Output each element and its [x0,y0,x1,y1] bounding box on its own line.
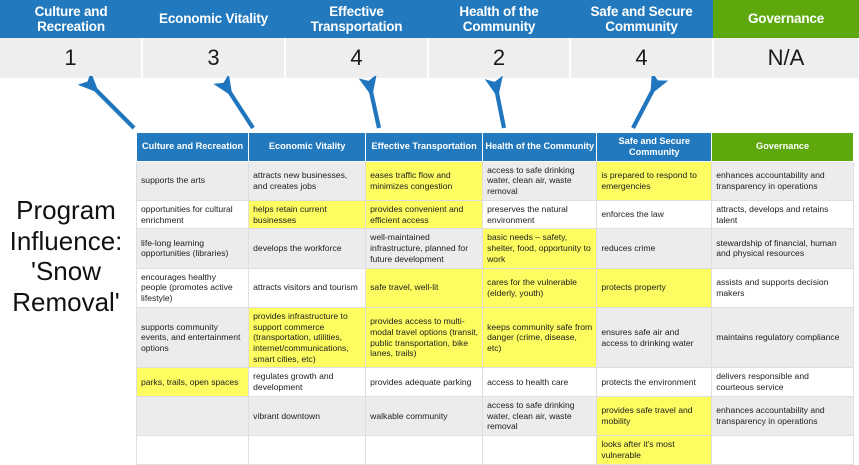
matrix-cell: well-maintained infrastructure, planned … [365,228,484,269]
matrix-cell: vibrant downtown [248,395,367,437]
score-column-4: Health of the Community 2 [428,0,570,78]
matrix-cell: preserves the natural environment [482,199,598,230]
score-header-label: Safe and Secure Community [570,0,713,38]
matrix-body: supports the arts attracts new businesses… [135,160,854,465]
matrix-cell-highlighted: looks after it's most vulnerable [596,435,713,465]
matrix-row: life-long learning opportunities (librar… [135,228,854,269]
matrix-cell-highlighted: is prepared to respond to emergencies [596,160,713,201]
matrix-column-header: Economic Vitality [248,132,367,162]
matrix-cell-highlighted: safe travel, well-lit [365,267,484,308]
matrix-cell [135,395,250,437]
matrix-column-header: Culture and Recreation [135,132,250,162]
score-header-label: Culture and Recreation [0,0,142,38]
matrix-cell [248,435,367,465]
score-header-label: Governance [713,0,859,38]
matrix-column-header: Governance [711,132,854,162]
matrix-row: supports the arts attracts new businesses… [135,160,854,201]
score-bar: Culture and Recreation 1 Economic Vitality… [0,0,859,78]
matrix-cell: walkable community [365,395,484,437]
score-header-label: Economic Vitality [142,0,285,38]
matrix-cell-highlighted: protects property [596,267,713,308]
influence-matrix-table: Culture and Recreation Economic Vitality E… [135,132,854,465]
arrow-3 [358,76,382,129]
matrix-cell [711,435,854,465]
matrix-cell: attracts visitors and tourism [248,267,367,308]
matrix-cell: develops the workforce [248,228,367,269]
matrix-cell: encourages healthy people (promotes acti… [135,267,250,308]
arrow-1 [77,76,136,130]
score-value: 4 [285,38,428,78]
matrix-cell-highlighted: eases traffic flow and minimizes congest… [365,160,484,201]
matrix-cell-highlighted: basic needs – safety, shelter, food, opp… [482,228,598,269]
program-influence-caption: Program Influence: 'Snow Removal' [2,195,130,318]
matrix-cell-highlighted: keeps community safe from danger (crime,… [482,306,598,369]
matrix-row: vibrant downtown walkable community access… [135,395,854,437]
matrix-cell [365,435,484,465]
score-value: 1 [0,38,142,78]
score-value: 3 [142,38,285,78]
matrix-cell: ensures safe air and access to drinking … [596,306,713,369]
matrix-cell: life-long learning opportunities (librar… [135,228,250,269]
matrix-cell: enhances accountability and transparency… [711,395,854,437]
score-value: 2 [428,38,570,78]
score-column-2: Economic Vitality 3 [142,0,285,78]
matrix-cell [135,435,250,465]
matrix-cell-highlighted: cares for the vulnerable (elderly, youth… [482,267,598,308]
score-column-1: Culture and Recreation 1 [0,0,142,78]
matrix-row: supports community events, and entertain… [135,306,854,369]
matrix-column-header: Health of the Community [482,132,598,162]
score-column-5: Safe and Secure Community 4 [570,0,713,78]
matrix-row: parks, trails, open spaces regulates grow… [135,367,854,397]
matrix-cell: enhances accountability and transparency… [711,160,854,201]
matrix-cell: attracts, develops and retains talent [711,199,854,230]
score-value: 4 [570,38,713,78]
matrix-cell: regulates growth and development [248,367,367,397]
matrix-cell-highlighted: parks, trails, open spaces [135,367,250,397]
caption-line-1: Program [16,195,116,225]
matrix-cell: stewardship of financial, human and phys… [711,228,854,269]
matrix-cell: supports the arts [135,160,250,201]
arrow-2 [213,76,255,130]
matrix-cell: reduces crime [596,228,713,269]
matrix-cell: delivers responsible and courteous servi… [711,367,854,397]
matrix-cell: maintains regulatory compliance [711,306,854,369]
matrix-cell-highlighted: provides safe travel and mobility [596,395,713,437]
matrix-row: opportunities for cultural enrichment hel… [135,199,854,230]
score-value: N/A [713,38,859,78]
caption-line-3: 'Snow [30,256,101,287]
matrix-cell-highlighted: provides infrastructure to support comme… [248,306,367,369]
matrix-cell: access to safe drinking water, clean air… [482,160,598,201]
score-header-label: Health of the Community [428,0,570,38]
score-column-3: Effective Transportation 4 [285,0,428,78]
matrix-cell: enforces the law [596,199,713,230]
matrix-cell: supports community events, and entertain… [135,306,250,369]
matrix-cell [482,435,598,465]
matrix-cell-highlighted: helps retain current businesses [248,199,367,230]
matrix-cell: attracts new businesses, and creates job… [248,160,367,201]
matrix-cell: provides adequate parking [365,367,484,397]
matrix-cell: access to health care [482,367,598,397]
arrow-connectors [77,76,669,130]
matrix-cell-highlighted: provides convenient and efficient access [365,199,484,230]
caption-line-4: Removal' [12,287,120,318]
matrix-row: looks after it's most vulnerable [135,435,854,465]
caption-line-2: Influence: [9,225,123,256]
matrix-row: encourages healthy people (promotes acti… [135,267,854,308]
arrow-4 [484,76,507,129]
matrix-cell-highlighted: provides access to multi-modal travel op… [365,306,484,369]
matrix-cell: opportunities for cultural enrichment [135,199,250,230]
matrix-header-row: Culture and Recreation Economic Vitality E… [135,132,854,162]
score-header-label: Effective Transportation [285,0,428,38]
matrix-column-header: Safe and Secure Community [596,132,713,162]
matrix-cell: access to safe drinking water, clean air… [482,395,598,437]
matrix-column-header: Effective Transportation [365,132,484,162]
arrow-5 [631,76,669,129]
score-column-6: Governance N/A [713,0,859,78]
matrix-cell: protects the environment [596,367,713,397]
matrix-cell: assists and supports decision makers [711,267,854,308]
